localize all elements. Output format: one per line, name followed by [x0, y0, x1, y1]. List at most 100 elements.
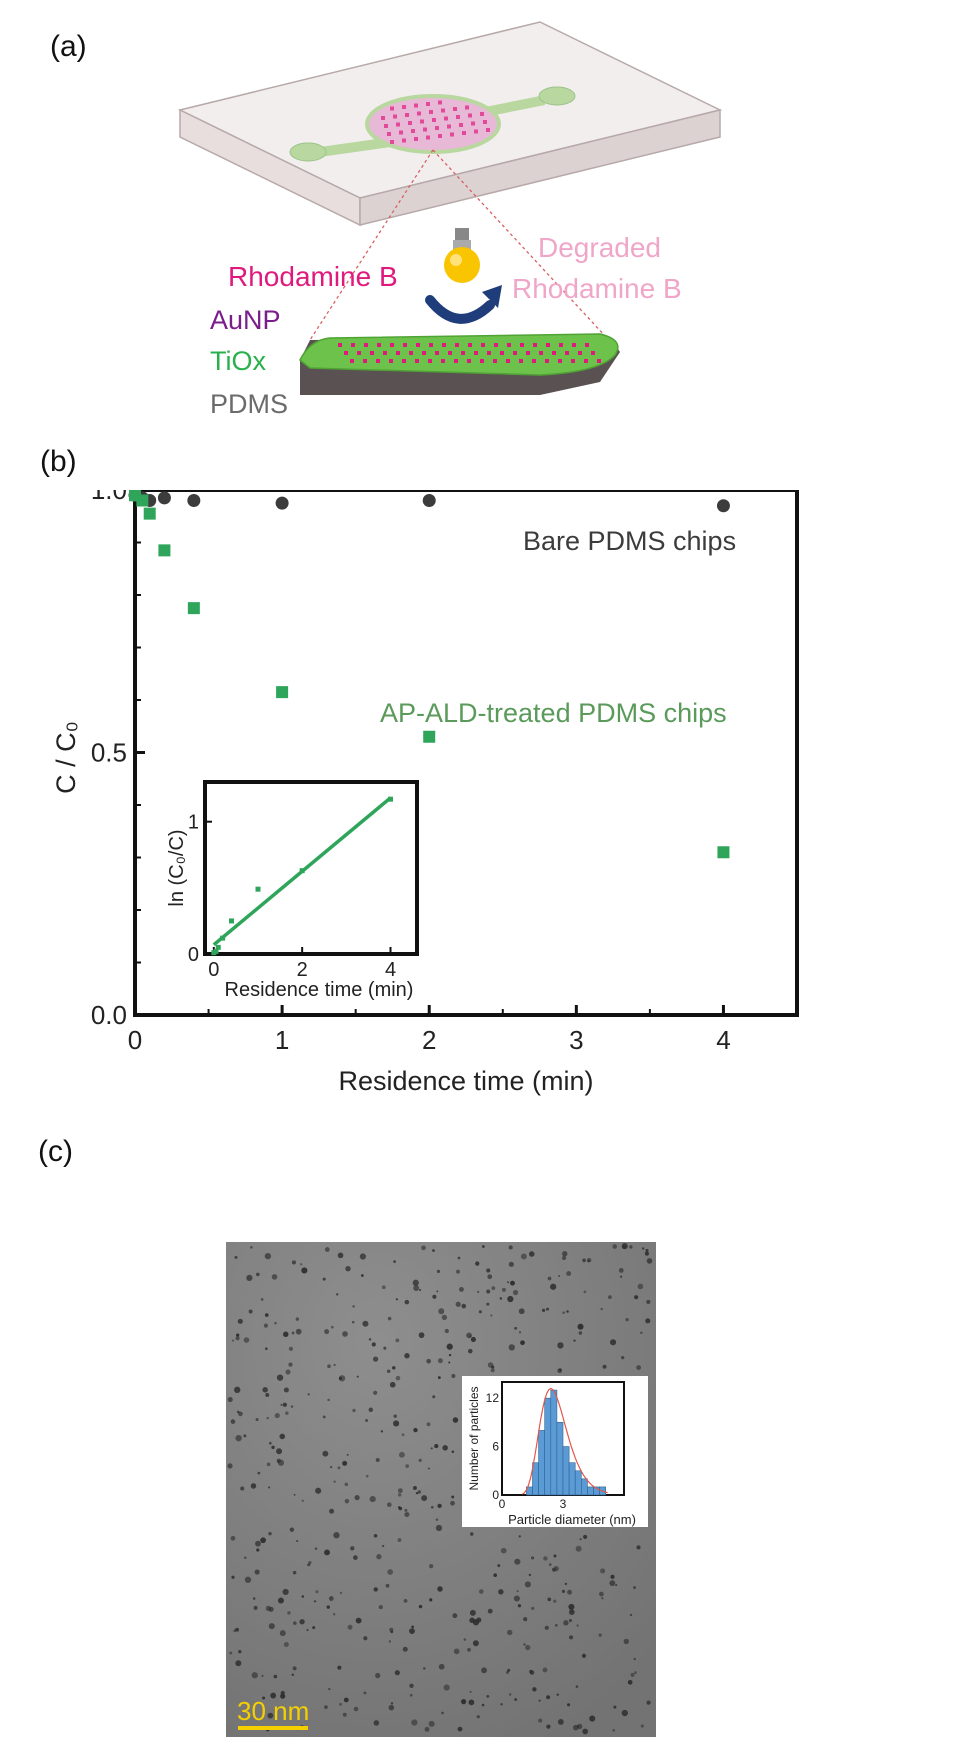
tem-particle	[486, 1268, 491, 1273]
tem-particle	[442, 1445, 448, 1451]
chamber-dot	[405, 113, 409, 117]
aunp-dot	[572, 343, 576, 347]
tem-particle	[277, 1597, 284, 1604]
tem-particle	[646, 1258, 653, 1264]
tem-particle	[469, 1690, 472, 1693]
aunp-dot	[546, 343, 550, 347]
tem-particle	[640, 1331, 643, 1334]
chamber-dot	[411, 129, 415, 133]
tem-particle	[620, 1275, 623, 1278]
aunp-dot	[532, 359, 536, 363]
tem-particle	[342, 1460, 348, 1466]
hist-fit-curve	[521, 1387, 608, 1495]
tem-particle	[559, 1368, 562, 1371]
tem-particle	[418, 1604, 423, 1609]
tem-particle	[640, 1724, 644, 1728]
tem-particle	[243, 1434, 247, 1438]
tem-particle	[248, 1309, 253, 1314]
tem-particle	[455, 1301, 461, 1307]
tem-particle	[368, 1407, 374, 1412]
aunp-dot	[390, 343, 394, 347]
tem-particle	[417, 1490, 421, 1494]
tem-particle	[460, 1698, 467, 1705]
chamber-dot	[468, 113, 472, 118]
tem-particle	[274, 1321, 277, 1325]
tem-particle	[450, 1500, 455, 1506]
tem-particle	[360, 1274, 364, 1277]
tem-particle	[333, 1532, 340, 1539]
aunp-dot	[467, 359, 471, 363]
tem-particle	[426, 1358, 431, 1364]
tem-particle	[557, 1342, 564, 1349]
zoom-lines	[309, 149, 619, 351]
tem-particle	[437, 1376, 441, 1380]
hist-bar	[544, 1397, 552, 1496]
tem-particle	[230, 1535, 236, 1541]
tem-particle	[339, 1703, 342, 1706]
inset-x-axis-label: Residence time (min)	[225, 979, 414, 1001]
tem-particle	[599, 1591, 604, 1597]
y-tick-label: 0.0	[91, 1000, 127, 1030]
aunp-dot	[422, 351, 426, 355]
aunp-dot	[409, 351, 413, 355]
tem-particle	[469, 1532, 474, 1536]
aunp-dot	[389, 359, 393, 363]
tem-particle	[280, 1690, 285, 1696]
tem-particle	[481, 1245, 485, 1248]
tem-particle	[544, 1625, 549, 1630]
tem-particle	[378, 1605, 383, 1610]
tem-particle	[381, 1285, 386, 1290]
reaction-arrow-icon	[425, 285, 502, 324]
legend-bare-pdms: Bare PDMS chips	[523, 526, 736, 556]
tem-particle	[428, 1720, 435, 1727]
tem-particle	[394, 1670, 400, 1676]
tem-particle	[285, 1411, 289, 1415]
tem-particle	[388, 1704, 395, 1711]
tem-image-panel: 30 nm 0 3 0 6 12 Particle diameter (nm) Numb…	[226, 1242, 656, 1737]
tem-particle	[395, 1338, 400, 1343]
aunp-dot	[416, 343, 420, 347]
aunp-dot	[428, 359, 432, 363]
tem-particle	[324, 1549, 330, 1556]
chamber-dot	[393, 114, 397, 119]
tem-particle	[507, 1295, 514, 1303]
tem-particle	[621, 1243, 628, 1250]
tem-particle	[324, 1705, 328, 1709]
tem-particle	[436, 1269, 441, 1274]
chamber-dot	[402, 138, 406, 143]
tem-particle	[381, 1544, 385, 1548]
tem-particle	[386, 1369, 391, 1373]
tem-particle	[432, 1294, 437, 1299]
tem-particle	[273, 1674, 278, 1679]
tem-particle	[363, 1636, 368, 1641]
x-tick-label: 3	[569, 1025, 583, 1055]
tem-particle	[337, 1665, 342, 1670]
main-axes: 0 1 2 3 4 0.0 0.5 1.0	[91, 490, 799, 1055]
tem-particle	[452, 1417, 459, 1423]
tem-particle	[645, 1248, 649, 1253]
aunp-dot	[415, 359, 419, 363]
tem-particle	[257, 1471, 261, 1475]
aunp-dot	[500, 351, 504, 355]
chamber-dot	[420, 119, 424, 124]
aunp-dot	[363, 359, 367, 363]
tem-particle	[233, 1629, 237, 1633]
aunp-dot	[571, 359, 575, 363]
tem-particle	[435, 1518, 439, 1521]
tem-particle	[429, 1564, 434, 1569]
tem-particle	[291, 1673, 295, 1677]
tem-particle	[342, 1331, 348, 1337]
tem-particle	[404, 1353, 410, 1359]
tem-particle	[322, 1450, 329, 1457]
main-data-marks	[128, 490, 730, 859]
tem-particle	[491, 1286, 496, 1291]
tem-particle	[388, 1640, 392, 1643]
tem-particle	[633, 1657, 637, 1661]
tem-particle	[276, 1448, 283, 1455]
hist-bar	[568, 1462, 576, 1496]
histogram-y-label: Number of particles	[467, 1386, 481, 1490]
tem-particle	[612, 1728, 616, 1732]
tem-particle	[562, 1311, 565, 1315]
tem-particle	[487, 1274, 493, 1280]
tem-particle	[501, 1287, 506, 1292]
